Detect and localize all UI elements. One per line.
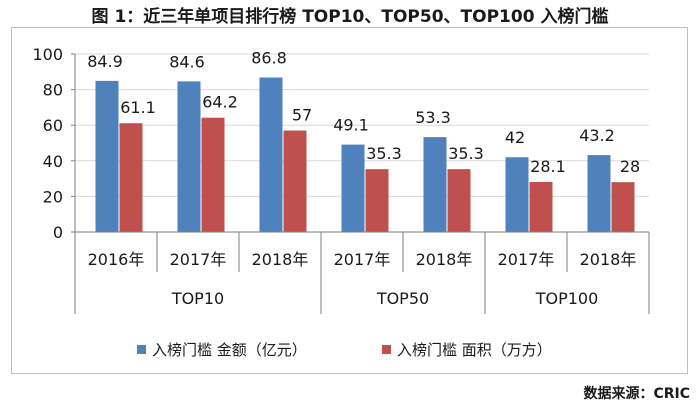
data-label-area: 64.2 — [202, 93, 238, 112]
x-category-label: 2017年 — [498, 250, 555, 269]
legend-label-amount: 入榜门槛 金额（亿元） — [152, 341, 307, 359]
x-category-label: 2017年 — [170, 250, 227, 269]
y-tick-label: 60 — [43, 116, 63, 135]
x-group-label: TOP50 — [376, 289, 429, 308]
bar-area — [365, 169, 389, 232]
data-label-amount: 43.2 — [579, 126, 615, 145]
y-tick-label: 40 — [43, 152, 63, 171]
data-source-note: 数据来源：CRIC — [583, 386, 690, 402]
y-tick-label: 0 — [53, 223, 63, 242]
data-label-area: 61.1 — [120, 98, 156, 117]
data-label-area: 57 — [292, 106, 312, 125]
data-label-amount: 49.1 — [333, 116, 369, 135]
bar-area — [611, 182, 635, 232]
chart-title: 图 1：近三年单项目排行榜 TOP10、TOP50、TOP100 入榜门槛 — [91, 7, 609, 27]
data-label-amount: 42 — [505, 128, 525, 147]
x-category-label: 2018年 — [416, 250, 473, 269]
bar-amount — [259, 77, 283, 232]
bar-amount — [95, 80, 119, 233]
legend-label-area: 入榜门槛 面积（万方） — [397, 341, 552, 359]
chart-frame — [11, 27, 688, 374]
bar-area — [201, 117, 225, 232]
bar-area — [447, 169, 471, 232]
data-label-amount: 86.8 — [251, 48, 287, 67]
data-label-amount: 84.9 — [87, 52, 123, 71]
bar-amount — [505, 157, 529, 232]
data-label-area: 35.3 — [448, 144, 484, 163]
legend-swatch-amount — [137, 345, 146, 354]
x-category-label: 2016年 — [88, 250, 145, 269]
bar-area — [119, 123, 143, 232]
x-category-label: 2018年 — [252, 250, 309, 269]
bar-area — [283, 130, 307, 232]
data-label-amount: 84.6 — [169, 52, 205, 71]
bar-amount — [587, 155, 611, 232]
bar-area — [529, 181, 553, 232]
legend-swatch-area — [382, 345, 391, 354]
y-tick-label: 20 — [43, 187, 63, 206]
x-group-label: TOP10 — [171, 289, 224, 308]
data-label-area: 28.1 — [530, 157, 566, 176]
data-label-area: 35.3 — [366, 144, 402, 163]
bar-amount — [341, 144, 365, 232]
bar-amount — [177, 81, 201, 232]
data-label-area: 28 — [620, 157, 640, 176]
x-category-label: 2017年 — [334, 250, 391, 269]
bar-amount — [423, 137, 447, 232]
data-label-amount: 53.3 — [415, 108, 451, 127]
y-tick-label: 80 — [43, 81, 63, 100]
x-category-label: 2018年 — [580, 250, 637, 269]
y-tick-label: 100 — [32, 45, 63, 64]
x-group-label: TOP100 — [535, 289, 599, 308]
